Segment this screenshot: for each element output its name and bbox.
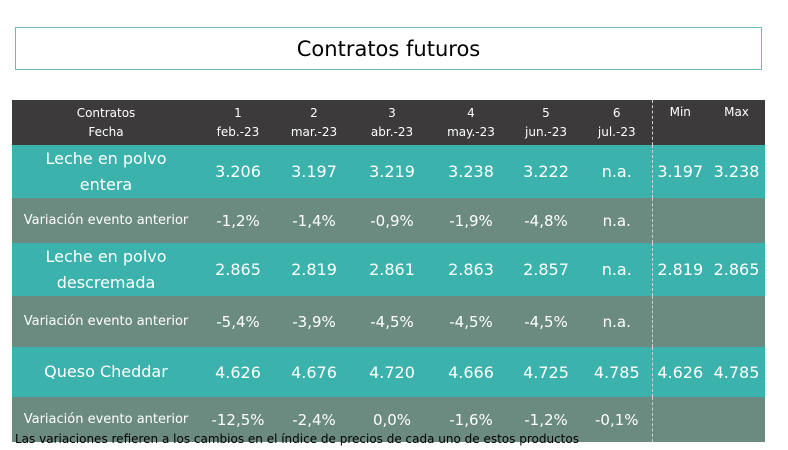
table-cell: -12,5% bbox=[200, 397, 276, 442]
table-cell bbox=[708, 296, 765, 347]
table-cell: 2.863 bbox=[432, 243, 510, 296]
table-cell bbox=[651, 397, 708, 442]
table-cell: n.a. bbox=[582, 296, 652, 347]
table-cell: -2,4% bbox=[276, 397, 352, 442]
table-cell: -4,5% bbox=[352, 296, 432, 347]
table-cell: 0,0% bbox=[352, 397, 432, 442]
table-cell: 4.725 bbox=[510, 347, 582, 397]
header-cell: 2 mar.-23 bbox=[276, 100, 352, 145]
header-cell: Contratos Fecha bbox=[12, 100, 200, 145]
table-cell: -4,5% bbox=[510, 296, 582, 347]
table-cell: 4.676 bbox=[276, 347, 352, 397]
table-cell: n.a. bbox=[582, 243, 652, 296]
table-cell: -0,9% bbox=[352, 198, 432, 243]
row-label: Queso Cheddar bbox=[12, 347, 200, 397]
header-cell: 1 feb.-23 bbox=[200, 100, 276, 145]
table-cell bbox=[708, 397, 765, 442]
table-cell: 3.206 bbox=[200, 145, 276, 198]
table-cell: n.a. bbox=[582, 198, 652, 243]
table-cell: n.a. bbox=[582, 145, 652, 198]
table-row: Leche en polvo descremada 2.865 2.819 2.… bbox=[12, 243, 765, 296]
table-cell: 4.626 bbox=[200, 347, 276, 397]
table-cell: 2.865 bbox=[708, 243, 765, 296]
table-cell: 4.720 bbox=[352, 347, 432, 397]
table-cell: 2.857 bbox=[510, 243, 582, 296]
table-cell: 3.238 bbox=[432, 145, 510, 198]
table-cell: -1,2% bbox=[200, 198, 276, 243]
table-cell: 3.219 bbox=[352, 145, 432, 198]
table-cell: 3.238 bbox=[708, 145, 765, 198]
table-row: Variación evento anterior -5,4% -3,9% -4… bbox=[12, 296, 765, 347]
table-cell: -1,4% bbox=[276, 198, 352, 243]
header-cell: 4 may.-23 bbox=[432, 100, 510, 145]
table-row: Leche en polvo entera 3.206 3.197 3.219 … bbox=[12, 145, 765, 198]
table-row: Variación evento anterior -12,5% -2,4% 0… bbox=[12, 397, 765, 442]
table-cell: 3.197 bbox=[651, 145, 708, 198]
table-cell: -4,8% bbox=[510, 198, 582, 243]
row-label: Variación evento anterior bbox=[12, 296, 200, 347]
table-row: Queso Cheddar 4.626 4.676 4.720 4.666 4.… bbox=[12, 347, 765, 397]
table-cell: 2.819 bbox=[276, 243, 352, 296]
footnote: Las variaciones refieren a los cambios e… bbox=[15, 432, 579, 446]
table-cell: 4.666 bbox=[432, 347, 510, 397]
table-cell: 4.626 bbox=[651, 347, 708, 397]
header-cell: 5 jun.-23 bbox=[510, 100, 582, 145]
table-cell: -1,6% bbox=[432, 397, 510, 442]
table-cell bbox=[651, 296, 708, 347]
row-label: Variación evento anterior bbox=[12, 198, 200, 243]
page-title: Contratos futuros bbox=[296, 36, 481, 61]
table-cell: 4.785 bbox=[708, 347, 765, 397]
table-cell: -0,1% bbox=[582, 397, 652, 442]
table-cell: 3.197 bbox=[276, 145, 352, 198]
header-cell: 3 abr.-23 bbox=[352, 100, 432, 145]
table-cell: -3,9% bbox=[276, 296, 352, 347]
row-label: Variación evento anterior bbox=[12, 397, 200, 442]
table-cell: -5,4% bbox=[200, 296, 276, 347]
table-cell: 2.865 bbox=[200, 243, 276, 296]
table-row: Variación evento anterior -1,2% -1,4% -0… bbox=[12, 198, 765, 243]
futures-table: Contratos Fecha 1 feb.-23 2 mar.-23 3 abr.-2… bbox=[12, 100, 765, 442]
table-cell: -4,5% bbox=[432, 296, 510, 347]
header-cell-min: Min bbox=[651, 100, 708, 145]
table-cell bbox=[651, 198, 708, 243]
table-cell: 2.861 bbox=[352, 243, 432, 296]
header-cell: 6 jul.-23 bbox=[582, 100, 652, 145]
row-label: Leche en polvo descremada bbox=[12, 243, 200, 296]
table-cell: 2.819 bbox=[651, 243, 708, 296]
table-cell: 4.785 bbox=[582, 347, 652, 397]
table-cell: -1,2% bbox=[510, 397, 582, 442]
title-box: Contratos futuros bbox=[15, 27, 762, 70]
row-label: Leche en polvo entera bbox=[12, 145, 200, 198]
table-cell: -1,9% bbox=[432, 198, 510, 243]
table-cell: 3.222 bbox=[510, 145, 582, 198]
table-cell bbox=[708, 198, 765, 243]
header-row: Contratos Fecha 1 feb.-23 2 mar.-23 3 abr.-2… bbox=[12, 100, 765, 145]
header-cell-max: Max bbox=[708, 100, 765, 145]
